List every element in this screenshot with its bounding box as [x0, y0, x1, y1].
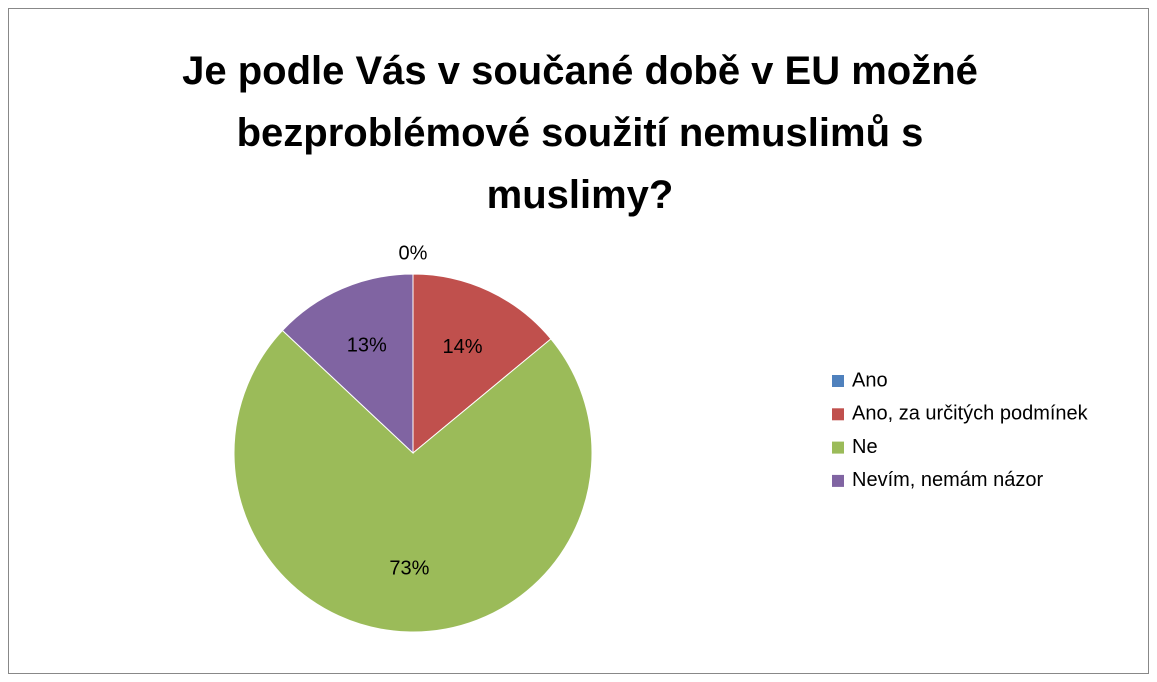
legend-swatch	[832, 474, 844, 487]
legend-swatch	[832, 441, 844, 454]
pie-slice	[412, 273, 552, 455]
pie-slice	[233, 329, 593, 633]
pie-slice	[281, 273, 414, 455]
legend-label: Ne	[852, 436, 878, 458]
data-label: 13%	[347, 335, 387, 357]
legend-swatch	[832, 408, 844, 421]
legend-label: Ano	[852, 369, 888, 391]
chart-border	[8, 8, 1149, 674]
legend-swatch	[832, 375, 844, 387]
data-label: 73%	[389, 558, 429, 580]
legend-label: Ano, za určitých podmínek	[852, 403, 1089, 425]
data-label: 14%	[443, 336, 483, 358]
legend-label: Nevím, nemám názor	[852, 469, 1044, 491]
chart-title: Je podle Vás v součané době v EU možné b…	[182, 49, 978, 217]
data-label: 0%	[399, 242, 428, 264]
